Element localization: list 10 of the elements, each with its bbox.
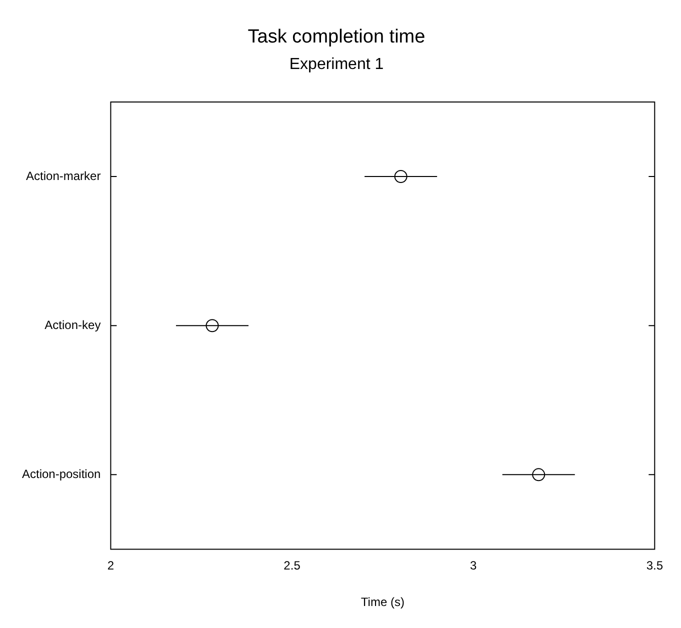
chart-subtitle: Experiment 1 <box>289 56 384 73</box>
x-axis-title: Time (s) <box>360 595 404 610</box>
chart-title: Task completion time <box>248 26 426 48</box>
x-tick-label: 3.5 <box>646 558 664 573</box>
x-tick-label: 2 <box>107 558 114 573</box>
y-tick-label: Action-marker <box>26 168 101 183</box>
y-tick-label: Action-key <box>44 318 101 332</box>
x-tick-label: 3 <box>470 558 477 573</box>
x-tick-label: 2.5 <box>284 558 301 573</box>
y-tick-label: Action-position <box>22 466 101 481</box>
